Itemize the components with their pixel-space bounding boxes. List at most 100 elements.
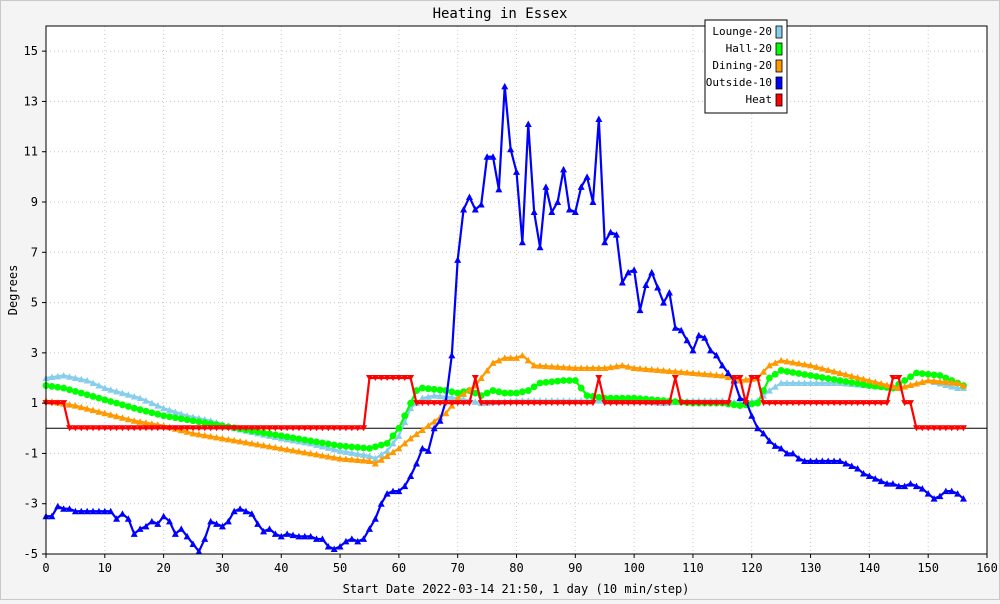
data-point xyxy=(712,371,720,378)
data-point xyxy=(177,415,185,423)
data-point xyxy=(607,363,615,371)
data-point xyxy=(871,475,879,482)
data-point xyxy=(718,371,726,379)
legend-swatch xyxy=(775,25,783,39)
data-point xyxy=(460,400,468,407)
data-point xyxy=(836,457,844,464)
data-point xyxy=(148,517,156,525)
data-point xyxy=(460,206,468,213)
data-point xyxy=(318,425,326,432)
data-point xyxy=(407,404,415,412)
data-point xyxy=(654,283,662,291)
data-point xyxy=(430,392,438,399)
data-point xyxy=(701,400,709,407)
data-point xyxy=(60,384,68,392)
data-point xyxy=(812,363,820,370)
data-point xyxy=(660,400,668,407)
data-point xyxy=(95,507,103,515)
data-point xyxy=(277,425,285,432)
data-point xyxy=(742,376,750,383)
data-point xyxy=(724,400,732,407)
data-point xyxy=(77,389,85,397)
data-point xyxy=(371,459,379,467)
data-point xyxy=(948,379,956,386)
data-point xyxy=(730,375,738,381)
data-point xyxy=(889,375,897,381)
data-point xyxy=(230,436,238,444)
x-tick-label: 110 xyxy=(682,561,704,575)
data-point xyxy=(812,457,820,464)
data-point xyxy=(465,193,473,200)
series-heat xyxy=(42,375,967,432)
data-point xyxy=(748,375,756,381)
data-point xyxy=(424,400,432,407)
data-point xyxy=(448,351,456,359)
data-point xyxy=(271,431,279,439)
data-point xyxy=(895,482,903,490)
data-point xyxy=(807,372,814,379)
y-tick-label: 7 xyxy=(31,245,38,259)
data-point xyxy=(142,522,150,530)
data-point xyxy=(507,400,515,407)
data-point xyxy=(354,450,362,457)
data-point xyxy=(413,430,421,438)
data-point xyxy=(236,425,244,432)
data-point xyxy=(113,515,121,522)
data-point xyxy=(671,375,679,381)
data-point xyxy=(424,422,432,429)
data-point xyxy=(83,391,91,399)
data-point xyxy=(236,437,244,445)
data-point xyxy=(865,472,873,480)
data-point xyxy=(66,425,74,432)
data-point xyxy=(230,425,238,432)
data-point xyxy=(489,153,497,160)
data-point xyxy=(265,425,273,432)
data-point xyxy=(101,425,109,432)
data-point xyxy=(448,388,456,396)
data-point xyxy=(277,532,285,540)
data-point xyxy=(765,374,773,382)
data-point xyxy=(924,377,932,384)
data-point xyxy=(565,364,573,371)
x-tick-label: 20 xyxy=(156,561,170,575)
legend-label: Outside-10 xyxy=(706,76,772,89)
data-point xyxy=(483,400,491,407)
data-point xyxy=(701,334,709,341)
data-point xyxy=(959,382,967,389)
data-point xyxy=(313,450,321,458)
data-point xyxy=(907,373,914,381)
data-point xyxy=(354,443,362,451)
data-point xyxy=(66,505,74,512)
data-point xyxy=(936,372,944,379)
data-point xyxy=(60,505,68,512)
data-point xyxy=(436,417,444,424)
data-point xyxy=(401,412,409,420)
data-point xyxy=(807,361,815,369)
x-tick-label: 130 xyxy=(800,561,822,575)
data-point xyxy=(430,418,438,425)
data-point xyxy=(918,370,926,377)
data-point xyxy=(242,507,250,515)
data-point xyxy=(554,400,562,407)
data-point xyxy=(54,502,62,510)
data-point xyxy=(171,530,179,537)
data-point xyxy=(254,428,262,436)
data-point xyxy=(371,443,379,451)
data-point xyxy=(554,198,562,205)
series-outside-10 xyxy=(42,82,967,555)
data-point xyxy=(442,409,450,417)
data-point xyxy=(418,400,426,407)
data-point xyxy=(624,363,632,370)
data-point xyxy=(848,462,856,469)
data-point xyxy=(130,425,138,432)
data-point xyxy=(330,545,338,552)
x-tick-label: 90 xyxy=(568,561,582,575)
data-point xyxy=(830,376,838,383)
data-point xyxy=(401,439,409,447)
data-point xyxy=(901,400,909,407)
data-point xyxy=(548,363,556,370)
data-point xyxy=(730,401,738,409)
data-point xyxy=(954,425,962,432)
data-point xyxy=(336,542,344,550)
